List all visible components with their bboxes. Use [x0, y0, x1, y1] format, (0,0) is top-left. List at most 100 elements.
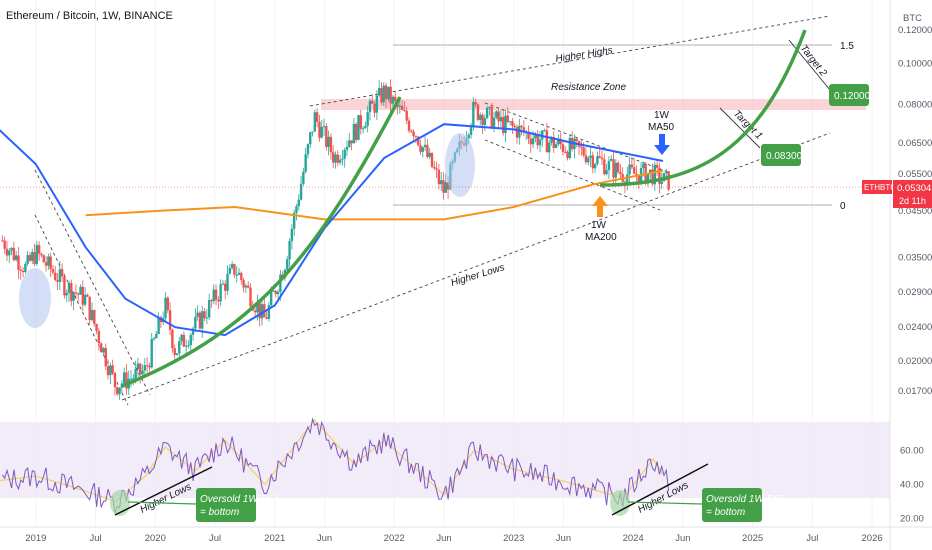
candle — [99, 341, 103, 353]
time-tick-label: Jul — [806, 533, 818, 544]
candle — [171, 328, 174, 353]
candle — [437, 163, 441, 190]
time-tick-label: 2019 — [25, 533, 46, 544]
candle — [306, 143, 310, 159]
time-tick-label: 2022 — [384, 533, 405, 544]
candle — [17, 246, 20, 279]
candle — [14, 251, 18, 262]
candle — [354, 122, 358, 143]
ma200-label-1: 1W — [591, 220, 607, 231]
candle — [35, 240, 39, 267]
candle — [348, 132, 351, 148]
candle — [276, 289, 280, 299]
oversold-box-2 — [702, 488, 762, 522]
candle — [83, 286, 87, 307]
time-tick-label: Jun — [317, 533, 332, 544]
candle — [286, 256, 289, 271]
candle — [44, 256, 48, 272]
candle — [3, 236, 6, 254]
candle — [366, 105, 369, 133]
candle — [152, 336, 156, 341]
target1-box — [761, 144, 801, 166]
candle — [244, 283, 248, 294]
candle — [479, 112, 482, 126]
oversold-box-1-line1: Oversold 1W RSI — [200, 494, 277, 505]
ma200-line — [85, 169, 664, 221]
candle — [511, 118, 514, 135]
candle — [522, 119, 526, 137]
price-tick-label: 0.02400 — [898, 322, 932, 333]
candle — [290, 224, 294, 250]
oversold-box-1-line2: = bottom — [200, 507, 239, 518]
candle — [568, 133, 572, 160]
candle — [31, 248, 34, 264]
rsi-oversold-highlight-2 — [610, 490, 630, 516]
candle — [655, 159, 659, 176]
rsi-axis: 60.00 40.00 20.00 — [900, 446, 924, 525]
candle — [403, 101, 406, 112]
candle — [157, 312, 160, 335]
countdown-value: 2d 11h — [899, 196, 926, 206]
candle — [67, 280, 71, 303]
symbol-badge — [862, 180, 892, 194]
candle — [605, 163, 608, 176]
candle — [253, 307, 257, 317]
candle — [21, 267, 25, 278]
candle — [439, 171, 443, 191]
candle — [148, 362, 151, 372]
candle — [472, 97, 475, 131]
candle — [410, 129, 413, 133]
candle — [504, 109, 507, 143]
ma200-arrow — [592, 196, 608, 217]
candle — [490, 103, 493, 130]
candle — [598, 147, 601, 159]
candle — [297, 194, 300, 211]
candle — [210, 298, 213, 308]
candle — [295, 203, 298, 221]
candle — [63, 273, 66, 299]
candle — [164, 292, 167, 322]
candle — [106, 359, 110, 380]
candle — [54, 265, 57, 282]
candle — [364, 121, 367, 129]
candle — [88, 296, 91, 326]
candle — [325, 123, 328, 151]
candle — [566, 150, 569, 161]
price-tick-label: 0.04500 — [898, 206, 932, 217]
candle — [12, 241, 16, 262]
candle — [304, 148, 307, 174]
candle — [93, 309, 96, 327]
candle — [485, 105, 489, 120]
candle — [191, 326, 195, 341]
fib-level-bottom-label: 0 — [840, 201, 846, 212]
bottom-highlight-2 — [445, 133, 475, 197]
candle — [327, 130, 330, 156]
candle — [407, 117, 411, 134]
candle — [495, 109, 498, 120]
candle — [375, 90, 379, 120]
candle — [591, 151, 595, 174]
ma50-line — [0, 123, 664, 337]
candle — [118, 387, 121, 400]
candle — [189, 332, 192, 352]
candle — [506, 107, 510, 124]
candle — [543, 128, 546, 132]
candle — [33, 243, 36, 267]
candle — [47, 253, 50, 270]
ma200-label-2: MA200 — [585, 232, 617, 243]
candle — [205, 309, 209, 324]
candle — [173, 344, 176, 360]
candle — [235, 266, 238, 283]
time-tick-label: 2021 — [264, 533, 285, 544]
chart-title: Ethereum / Bitcoin, 1W, BINANCE — [6, 10, 173, 22]
candle — [309, 131, 312, 148]
candle — [628, 156, 631, 183]
candle — [155, 331, 158, 339]
candle — [635, 165, 638, 182]
candle — [81, 280, 84, 312]
candle — [442, 172, 445, 200]
candle — [536, 129, 539, 150]
candle — [359, 109, 362, 135]
candle — [373, 100, 376, 118]
candle — [384, 82, 388, 108]
